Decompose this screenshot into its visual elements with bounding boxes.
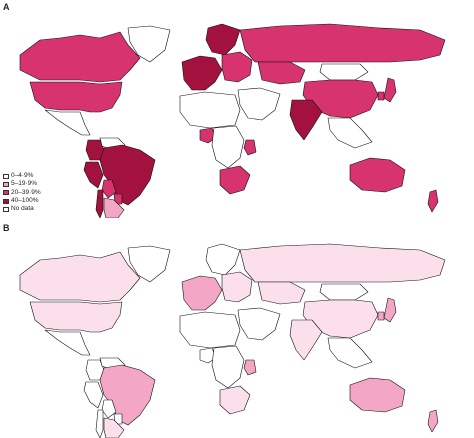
legend-item: 40–100% — [3, 197, 41, 205]
legend-swatch — [3, 206, 9, 212]
legend-label: 40–100% — [11, 196, 39, 204]
legend-swatch — [3, 181, 9, 187]
region-australia — [349, 377, 406, 413]
legend-item: 20–39·9% — [3, 189, 41, 197]
region-canada — [19, 31, 141, 83]
region-brazil — [99, 364, 156, 426]
region-mexico — [44, 329, 91, 356]
legend-label: No data — [11, 205, 34, 213]
region-eastern-europe — [221, 271, 253, 303]
region-canada — [19, 251, 141, 303]
region-russia — [239, 243, 446, 283]
legend-item: 0–4·9% — [3, 172, 41, 180]
region-nigeria — [199, 127, 217, 144]
region-united-states — [29, 81, 123, 113]
region-scandinavia — [205, 23, 241, 56]
legend-item: No data — [3, 205, 41, 213]
region-united-states — [29, 301, 123, 333]
region-peru — [83, 381, 104, 409]
world-map-panel-a — [19, 23, 446, 218]
region-north-africa — [179, 91, 241, 129]
legend-label: 0–4·9% — [11, 172, 34, 179]
region-bolivia — [101, 179, 117, 199]
region-greenland — [127, 25, 171, 63]
region-middle-east — [237, 87, 281, 121]
region-southern-africa — [219, 385, 251, 415]
legend-swatch — [3, 173, 9, 179]
region-india — [289, 99, 323, 141]
region-bolivia — [101, 399, 117, 419]
legend-swatch — [3, 190, 9, 196]
legend-label: 5–19·9% — [11, 180, 38, 188]
region-southeast-asia — [327, 337, 373, 369]
world-map-panel-b — [19, 243, 446, 438]
region-mexico — [44, 109, 91, 136]
region-eastern-europe — [221, 51, 253, 83]
region-kenya — [243, 139, 257, 156]
region-western-europe — [181, 55, 223, 91]
panel-a-label: A — [3, 2, 10, 12]
region-japan — [383, 77, 397, 103]
legend-swatch — [3, 198, 9, 204]
region-central-africa — [211, 125, 245, 169]
region-argentina — [103, 417, 125, 438]
region-central-africa — [211, 345, 245, 389]
region-india — [289, 319, 323, 361]
region-new-zealand — [427, 409, 439, 433]
region-kazakhstan — [257, 61, 306, 85]
legend-label: 20–39·9% — [11, 188, 41, 196]
region-russia — [239, 23, 446, 63]
map-legend: 0–4·9% 5–19·9% 20–39·9% 40–100% No data — [3, 172, 41, 213]
region-australia — [349, 157, 406, 193]
region-chile — [95, 189, 104, 218]
region-new-zealand — [427, 189, 439, 213]
region-greenland — [127, 245, 171, 283]
region-western-europe — [181, 275, 223, 311]
region-middle-east — [237, 307, 281, 341]
region-mongolia — [319, 283, 369, 301]
legend-item: 5–19·9% — [3, 180, 41, 188]
region-north-africa — [179, 311, 241, 349]
panel-b-label: B — [3, 223, 10, 233]
region-scandinavia — [205, 243, 241, 276]
region-mongolia — [319, 63, 369, 81]
region-brazil — [99, 144, 156, 206]
region-southern-africa — [219, 165, 251, 195]
region-japan — [383, 297, 397, 323]
region-argentina — [103, 197, 125, 218]
region-kenya — [243, 359, 257, 376]
region-kazakhstan — [257, 281, 306, 305]
region-southeast-asia — [327, 117, 373, 149]
region-peru — [83, 161, 104, 189]
region-south-korea — [377, 91, 385, 101]
region-nigeria — [199, 347, 217, 364]
region-south-korea — [377, 311, 385, 321]
region-chile — [95, 409, 104, 438]
